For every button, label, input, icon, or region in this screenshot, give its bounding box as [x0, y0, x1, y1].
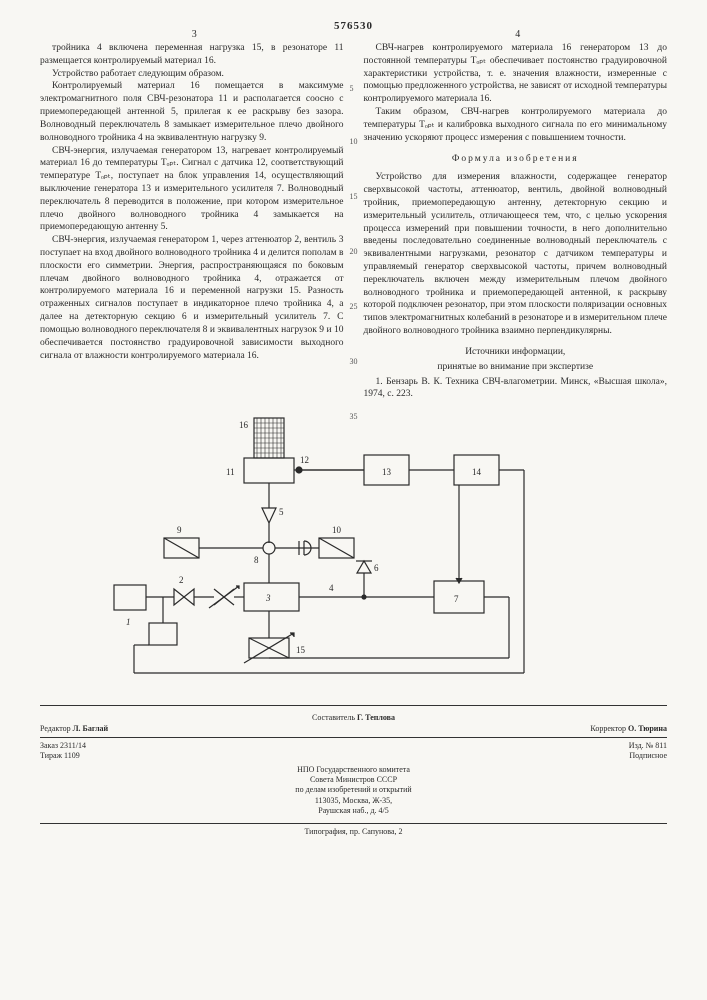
- editor-label: Редактор: [40, 724, 71, 733]
- svg-text:4: 4: [329, 583, 334, 593]
- line-mark: 35: [350, 412, 358, 423]
- line-mark: 30: [350, 357, 358, 368]
- para: СВЧ-энергия, излучаемая генератором 1, ч…: [40, 234, 344, 362]
- compiler-label: Составитель: [312, 713, 355, 722]
- circuit-diagram: 16 11 12 13 14 5: [40, 413, 667, 693]
- svg-text:9: 9: [177, 525, 182, 535]
- right-column: 4 5 10 15 20 25 30 35 СВЧ-нагрев контрол…: [364, 42, 668, 401]
- line-mark: 20: [350, 247, 358, 258]
- line-mark: 15: [350, 192, 358, 203]
- svg-text:6: 6: [374, 563, 379, 573]
- address-line: 113035, Москва, Ж-35,: [40, 796, 667, 806]
- para: СВЧ-нагрев контролируемого материала 16 …: [364, 42, 668, 106]
- line-mark: 25: [350, 302, 358, 313]
- svg-text:13: 13: [382, 467, 392, 477]
- para: СВЧ-энергия, излучаемая генератором 13, …: [40, 145, 344, 235]
- svg-text:3: 3: [265, 593, 271, 603]
- svg-text:10: 10: [332, 525, 342, 535]
- typography-line: Типография, пр. Сапунова, 2: [40, 823, 667, 837]
- footer-credits: Составитель Г. Теплова: [40, 713, 667, 723]
- left-column: 3 тройника 4 включена переменная нагрузк…: [40, 42, 344, 401]
- para: Контролируемый материал 16 помещается в …: [40, 80, 344, 144]
- org-line: НПО Государственного комитета: [40, 765, 667, 775]
- corrector-label: Корректор: [590, 724, 626, 733]
- formula-heading: Формула изобретения: [364, 153, 668, 166]
- sources-heading: принятые во внимание при экспертизе: [364, 361, 668, 374]
- source-item: 1. Бензарь В. К. Техника СВЧ-влагометрии…: [364, 376, 668, 402]
- svg-text:2: 2: [179, 575, 184, 585]
- subscription: Подписное: [629, 751, 667, 761]
- svg-text:1: 1: [126, 617, 131, 627]
- column-number-right: 4: [515, 28, 520, 42]
- line-mark: 10: [350, 137, 358, 148]
- editor-name: Л. Баглай: [73, 724, 109, 733]
- org-line: по делам изобретений и открытий: [40, 785, 667, 795]
- svg-text:7: 7: [454, 594, 459, 604]
- line-mark: 5: [350, 84, 354, 95]
- svg-text:5: 5: [279, 507, 284, 517]
- patent-page: 576530 3 тройника 4 включена переменная …: [0, 0, 707, 857]
- svg-text:14: 14: [472, 467, 482, 477]
- svg-text:16: 16: [239, 420, 249, 430]
- text-columns: 3 тройника 4 включена переменная нагрузк…: [40, 42, 667, 401]
- diagram-svg: 16 11 12 13 14 5: [104, 413, 604, 693]
- svg-text:12: 12: [300, 455, 309, 465]
- formula-text: Устройство для измерения влажности, соде…: [364, 171, 668, 338]
- svg-text:15: 15: [296, 645, 306, 655]
- edition-number: Изд. № 811: [629, 741, 667, 751]
- order-number: Заказ 2311/14: [40, 741, 86, 751]
- patent-number: 576530: [40, 20, 667, 32]
- svg-text:8: 8: [254, 555, 259, 565]
- sources-heading: Источники информации,: [364, 346, 668, 359]
- address-line: Раушская наб., д. 4/5: [40, 806, 667, 816]
- footer: Составитель Г. Теплова Редактор Л. Багла…: [40, 705, 667, 837]
- compiler-name: Г. Теплова: [357, 713, 395, 722]
- corrector-name: О. Тюрина: [628, 724, 667, 733]
- para: Устройство работает следующим образом.: [40, 68, 344, 81]
- para: Таким образом, СВЧ-нагрев контролируемог…: [364, 106, 668, 144]
- column-number-left: 3: [192, 28, 197, 42]
- tirage: Тираж 1109: [40, 751, 80, 761]
- svg-text:11: 11: [226, 467, 235, 477]
- para: тройника 4 включена переменная нагрузка …: [40, 42, 344, 68]
- org-line: Совета Министров СССР: [40, 775, 667, 785]
